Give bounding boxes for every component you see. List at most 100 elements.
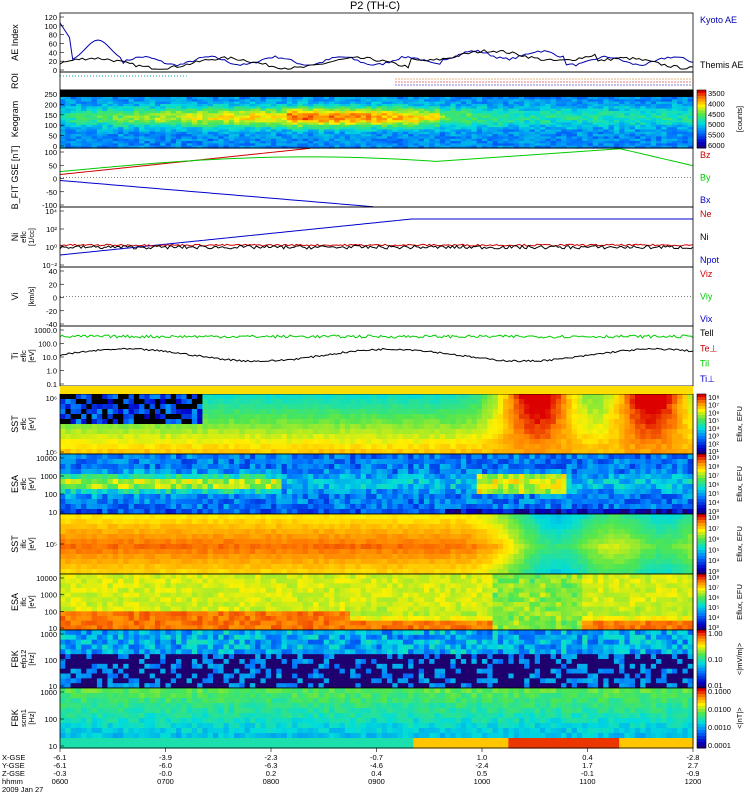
heat-cell [624, 106, 631, 110]
heat-cell [529, 429, 536, 435]
heat-cell [571, 120, 578, 124]
heat-cell [381, 429, 388, 435]
heat-cell [212, 129, 219, 133]
heat-cell [656, 127, 662, 131]
heat-cell [118, 469, 124, 475]
heat-cell [650, 103, 657, 107]
heat-cell [619, 124, 626, 128]
heat-cell [292, 439, 298, 445]
heat-cell [613, 143, 620, 147]
heat-cell [139, 469, 145, 475]
heat-cell [682, 96, 689, 100]
heat-cell [165, 499, 172, 505]
heat-cell [91, 434, 98, 440]
heat-cell [81, 459, 87, 465]
heat-cell [381, 138, 388, 142]
heat-cell [555, 444, 562, 450]
heat-cell [650, 138, 657, 142]
heat-cell [645, 108, 652, 112]
heat-cell [555, 90, 562, 93]
heat-cell [297, 404, 304, 410]
heat-cell [181, 115, 188, 119]
heat-cell [645, 131, 652, 135]
heat-cell [466, 96, 473, 100]
heat-cell [239, 145, 246, 149]
heat-cell [128, 504, 135, 510]
heat-cell [102, 141, 109, 144]
heat-cell [566, 439, 573, 445]
heat-cell [402, 120, 409, 124]
heat-cell [160, 94, 167, 98]
heat-cell [640, 131, 647, 135]
heat-cell [65, 474, 72, 480]
heat-cell [540, 122, 546, 126]
heat-cell [81, 134, 87, 137]
heat-cell [218, 122, 225, 126]
heat-cell [286, 145, 293, 149]
heat-cell [144, 106, 151, 110]
heat-cell [566, 117, 573, 121]
heat-cell [566, 127, 573, 131]
heat-cell [307, 110, 314, 114]
heat-cell [482, 131, 488, 135]
heat-cell [613, 399, 620, 405]
heat-cell [107, 424, 114, 430]
heat-cell [640, 136, 647, 140]
heat-cell [65, 122, 72, 126]
heat-cell [434, 127, 441, 131]
heat-cell [466, 429, 473, 435]
heat-cell [86, 141, 93, 144]
heat-cell [350, 136, 356, 140]
heat-cell [86, 131, 93, 135]
heat-cell [202, 454, 209, 460]
heat-cell [75, 434, 82, 440]
heat-cell [112, 399, 119, 405]
heat-cell [555, 92, 562, 96]
heat-cell [571, 414, 578, 420]
heat-cell [682, 429, 689, 435]
heat-cell [423, 99, 430, 103]
heat-cell [307, 122, 314, 126]
heat-cell [656, 131, 662, 135]
heat-cell [423, 439, 430, 445]
heat-cell [139, 484, 145, 490]
legend-entry: Bz [700, 150, 711, 160]
heat-cell [508, 449, 515, 455]
heat-cell [186, 96, 193, 100]
heat-cell [170, 509, 177, 515]
heat-cell [381, 92, 388, 96]
heat-cell [191, 449, 198, 455]
heat-cell [181, 459, 188, 465]
heat-cell [154, 424, 161, 430]
heat-cell [397, 429, 404, 435]
heat-cell [534, 414, 541, 420]
heat-cell [561, 138, 567, 142]
heat-cell [255, 429, 262, 435]
heat-cell [418, 414, 425, 420]
heat-cell [608, 101, 615, 105]
heat-cell [571, 90, 578, 93]
heat-cell [218, 129, 225, 133]
heat-cell [571, 394, 578, 400]
heat-cell [608, 429, 615, 435]
heat-cell [297, 106, 304, 110]
heat-cell [128, 124, 135, 128]
heat-cell [144, 434, 151, 440]
heat-cell [471, 439, 478, 445]
heat-cell [487, 419, 494, 425]
heat-cell [518, 131, 525, 135]
heat-cell [297, 399, 304, 405]
heat-cell [239, 439, 246, 445]
heat-cell [292, 404, 298, 410]
heat-cell [165, 394, 172, 400]
heat-cell [371, 404, 378, 410]
panel-esa_e [59, 453, 694, 515]
heat-cell [545, 449, 552, 455]
heat-cell [608, 444, 615, 450]
heat-cell [239, 394, 246, 400]
heat-cell [207, 138, 214, 142]
heat-cell [656, 90, 662, 93]
heat-cell [318, 99, 325, 103]
heat-cell [218, 449, 225, 455]
heat-cell [608, 134, 615, 137]
